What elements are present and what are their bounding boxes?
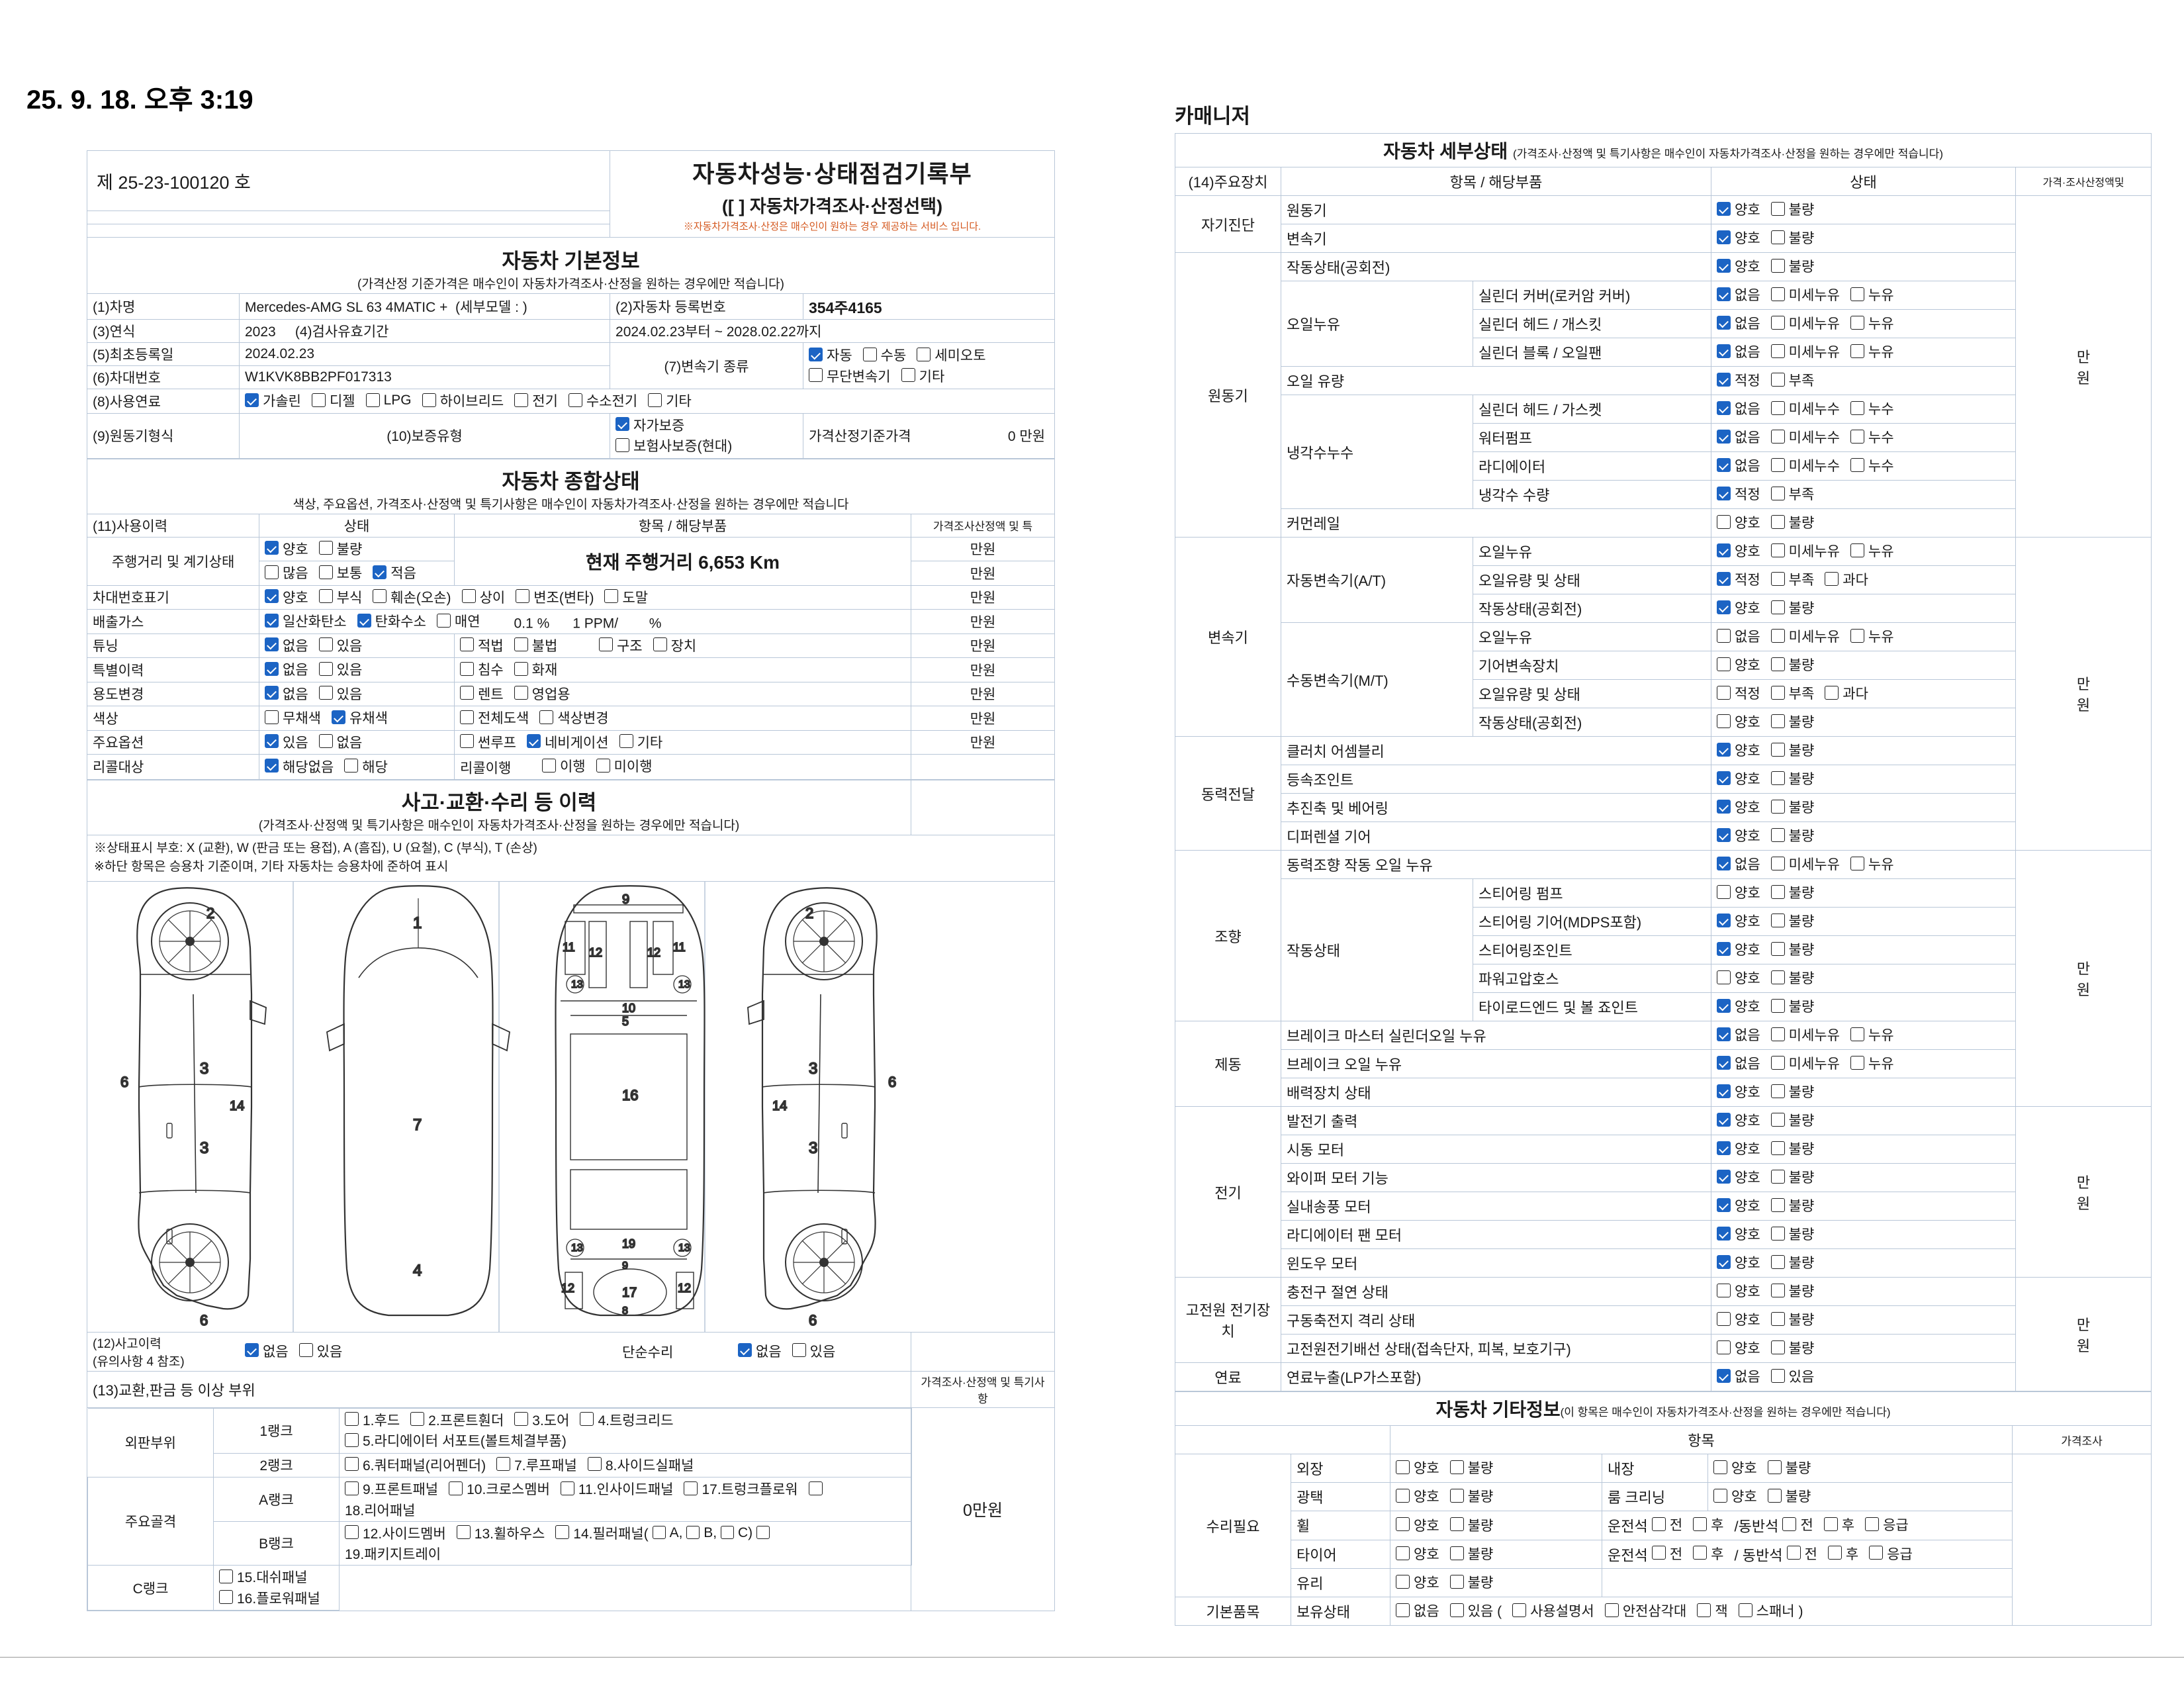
svg-text:3: 3	[200, 1139, 208, 1157]
svg-text:12: 12	[589, 946, 602, 959]
svg-text:6: 6	[809, 1312, 817, 1329]
svg-text:8: 8	[622, 1305, 628, 1317]
svg-text:12: 12	[561, 1282, 574, 1295]
svg-text:13: 13	[678, 1243, 690, 1254]
svg-text:13: 13	[678, 979, 690, 990]
svg-text:3: 3	[809, 1060, 817, 1078]
svg-text:4: 4	[413, 1262, 422, 1280]
svg-text:16: 16	[622, 1087, 638, 1103]
svg-text:6: 6	[120, 1074, 128, 1090]
svg-text:6: 6	[888, 1074, 896, 1090]
svg-text:13: 13	[571, 1243, 583, 1254]
svg-text:7: 7	[413, 1116, 422, 1134]
svg-text:14: 14	[230, 1099, 244, 1113]
svg-text:14: 14	[772, 1099, 787, 1113]
svg-text:5: 5	[622, 1015, 629, 1028]
svg-text:11: 11	[673, 941, 686, 954]
svg-text:13: 13	[571, 979, 583, 990]
svg-text:19: 19	[622, 1237, 635, 1250]
svg-text:9: 9	[622, 1260, 628, 1272]
svg-text:2: 2	[206, 905, 214, 921]
svg-text:2: 2	[805, 905, 813, 921]
svg-text:3: 3	[809, 1139, 817, 1157]
svg-text:1: 1	[413, 914, 422, 932]
svg-text:3: 3	[200, 1060, 208, 1078]
svg-text:12: 12	[647, 946, 660, 959]
svg-text:9: 9	[622, 892, 629, 907]
svg-text:6: 6	[200, 1312, 208, 1329]
svg-text:10: 10	[622, 1002, 635, 1015]
svg-text:11: 11	[563, 941, 575, 954]
svg-text:17: 17	[622, 1286, 637, 1300]
svg-text:12: 12	[678, 1282, 691, 1295]
